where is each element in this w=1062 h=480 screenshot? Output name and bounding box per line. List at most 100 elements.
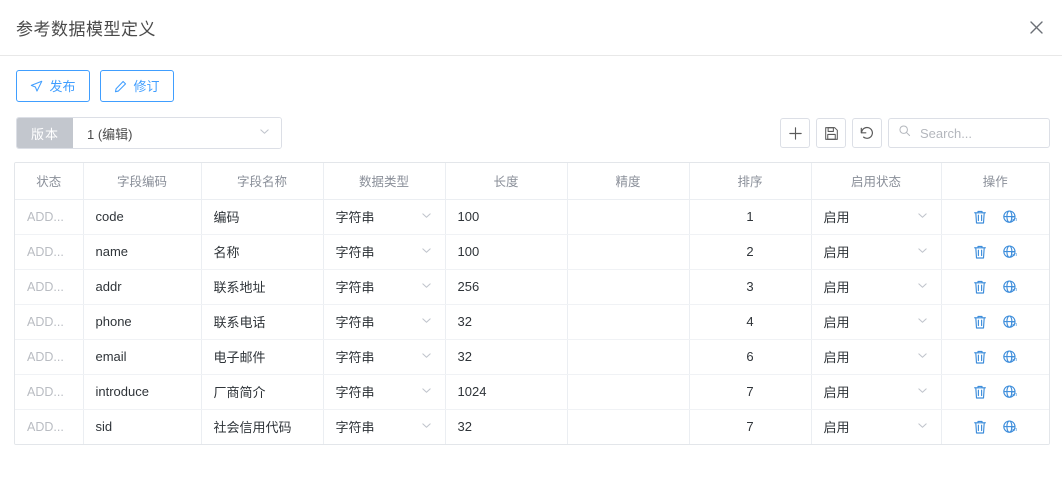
enabled-status-select[interactable]: 启用 — [824, 417, 929, 436]
column-header-precision[interactable]: 精度 — [567, 163, 690, 200]
enabled-status-select[interactable]: 启用 — [824, 312, 929, 331]
data-type-select[interactable]: 字符串 — [336, 347, 433, 366]
cell-order[interactable]: 7 — [689, 409, 812, 444]
cell-data-type[interactable]: 字符串 — [323, 339, 446, 375]
data-type-select[interactable]: 字符串 — [336, 382, 433, 401]
cell-field-code[interactable]: email — [83, 339, 202, 375]
close-icon[interactable] — [1024, 16, 1048, 40]
cell-data-type[interactable]: 字符串 — [323, 304, 446, 340]
trash-delete-icon[interactable] — [972, 349, 988, 365]
cell-enabled[interactable]: 启用 — [811, 339, 942, 375]
cell-precision[interactable] — [567, 269, 690, 305]
cell-operations: En — [941, 269, 1049, 305]
cell-precision[interactable] — [567, 374, 690, 410]
cell-data-type[interactable]: 字符串 — [323, 409, 446, 444]
cell-data-type[interactable]: 字符串 — [323, 199, 446, 235]
cell-precision[interactable] — [567, 304, 690, 340]
cell-data-type[interactable]: 字符串 — [323, 374, 446, 410]
cell-field-name[interactable]: 厂商简介 — [201, 374, 324, 410]
globe-translate-icon[interactable]: En — [1002, 349, 1018, 365]
enabled-status-select[interactable]: 启用 — [824, 242, 929, 261]
column-header-data-type[interactable]: 数据类型 — [323, 163, 446, 200]
cell-field-code[interactable]: addr — [83, 269, 202, 305]
cell-length[interactable]: 32 — [445, 409, 568, 444]
cell-operations: En — [941, 409, 1049, 444]
trash-delete-icon[interactable] — [972, 314, 988, 330]
column-header-field-code[interactable]: 字段编码 — [83, 163, 202, 200]
cell-field-code[interactable]: phone — [83, 304, 202, 340]
data-type-select[interactable]: 字符串 — [336, 312, 433, 331]
data-type-select[interactable]: 字符串 — [336, 242, 433, 261]
globe-translate-icon[interactable]: En — [1002, 279, 1018, 295]
cell-field-name[interactable]: 名称 — [201, 234, 324, 270]
search-box[interactable] — [888, 118, 1050, 148]
enabled-status-select[interactable]: 启用 — [824, 277, 929, 296]
enabled-status-select[interactable]: 启用 — [824, 382, 929, 401]
enabled-status-select[interactable]: 启用 — [824, 207, 929, 226]
cell-status: ADD... — [15, 339, 84, 375]
cell-order[interactable]: 6 — [689, 339, 812, 375]
data-type-select[interactable]: 字符串 — [336, 207, 433, 226]
revise-button[interactable]: 修订 — [100, 70, 174, 102]
cell-order[interactable]: 4 — [689, 304, 812, 340]
save-button[interactable] — [816, 118, 846, 148]
cell-enabled[interactable]: 启用 — [811, 234, 942, 270]
cell-length[interactable]: 256 — [445, 269, 568, 305]
cell-field-name[interactable]: 电子邮件 — [201, 339, 324, 375]
add-row-button[interactable] — [780, 118, 810, 148]
globe-translate-icon[interactable]: En — [1002, 314, 1018, 330]
version-select[interactable]: 1 (编辑) — [73, 118, 281, 148]
data-type-select[interactable]: 字符串 — [336, 417, 433, 436]
publish-button[interactable]: 发布 — [16, 70, 90, 102]
data-type-select[interactable]: 字符串 — [336, 277, 433, 296]
cell-field-code[interactable]: name — [83, 234, 202, 270]
column-header-enabled[interactable]: 启用状态 — [811, 163, 942, 200]
cell-enabled[interactable]: 启用 — [811, 409, 942, 444]
cell-field-code[interactable]: sid — [83, 409, 202, 444]
cell-order[interactable]: 2 — [689, 234, 812, 270]
cell-data-type[interactable]: 字符串 — [323, 234, 446, 270]
cell-enabled[interactable]: 启用 — [811, 199, 942, 235]
column-header-status[interactable]: 状态 — [15, 163, 84, 200]
cell-length[interactable]: 100 — [445, 199, 568, 235]
cell-field-code[interactable]: introduce — [83, 374, 202, 410]
globe-translate-icon[interactable]: En — [1002, 244, 1018, 260]
column-header-order[interactable]: 排序 — [689, 163, 812, 200]
cell-length[interactable]: 32 — [445, 339, 568, 375]
chevron-down-icon — [916, 279, 929, 295]
cell-field-name[interactable]: 社会信用代码 — [201, 409, 324, 444]
refresh-button[interactable] — [852, 118, 882, 148]
cell-data-type[interactable]: 字符串 — [323, 269, 446, 305]
cell-enabled[interactable]: 启用 — [811, 374, 942, 410]
cell-field-name[interactable]: 联系地址 — [201, 269, 324, 305]
trash-delete-icon[interactable] — [972, 419, 988, 435]
cell-enabled[interactable]: 启用 — [811, 269, 942, 305]
globe-translate-icon[interactable]: En — [1002, 419, 1018, 435]
trash-delete-icon[interactable] — [972, 209, 988, 225]
cell-enabled[interactable]: 启用 — [811, 304, 942, 340]
cell-field-name[interactable]: 编码 — [201, 199, 324, 235]
search-input[interactable] — [918, 124, 1040, 142]
globe-translate-icon[interactable]: En — [1002, 384, 1018, 400]
cell-field-name[interactable]: 联系电话 — [201, 304, 324, 340]
table-row: ADD... addr 联系地址 字符串 256 3 启用 En — [15, 269, 1049, 305]
cell-length[interactable]: 100 — [445, 234, 568, 270]
cell-length[interactable]: 1024 — [445, 374, 568, 410]
cell-order[interactable]: 7 — [689, 374, 812, 410]
cell-precision[interactable] — [567, 339, 690, 375]
cell-length[interactable]: 32 — [445, 304, 568, 340]
column-header-length[interactable]: 长度 — [445, 163, 568, 200]
svg-text:En: En — [1011, 392, 1018, 398]
cell-order[interactable]: 1 — [689, 199, 812, 235]
cell-precision[interactable] — [567, 234, 690, 270]
cell-precision[interactable] — [567, 199, 690, 235]
trash-delete-icon[interactable] — [972, 384, 988, 400]
cell-precision[interactable] — [567, 409, 690, 444]
trash-delete-icon[interactable] — [972, 279, 988, 295]
enabled-status-select[interactable]: 启用 — [824, 347, 929, 366]
cell-field-code[interactable]: code — [83, 199, 202, 235]
column-header-field-name[interactable]: 字段名称 — [201, 163, 324, 200]
globe-translate-icon[interactable]: En — [1002, 209, 1018, 225]
cell-order[interactable]: 3 — [689, 269, 812, 305]
trash-delete-icon[interactable] — [972, 244, 988, 260]
